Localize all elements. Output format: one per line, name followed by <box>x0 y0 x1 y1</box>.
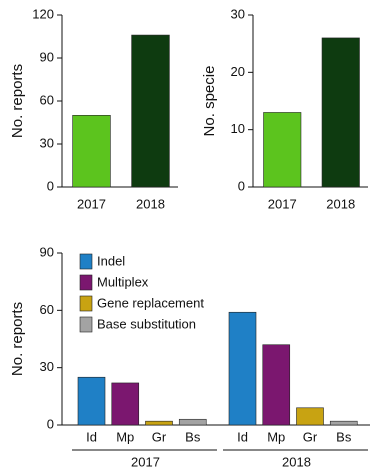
x-tick-label: 2017 <box>268 196 297 211</box>
bar <box>145 420 173 426</box>
bar <box>111 382 140 426</box>
bar <box>329 420 358 426</box>
x-tick-label: 2017 <box>77 196 106 211</box>
legend-swatch <box>79 253 93 270</box>
legend-label: Gene replacement <box>97 295 204 310</box>
bar <box>72 115 111 188</box>
y-tick-label: 0 <box>47 178 54 193</box>
y-axis-label: No. specie <box>201 66 218 137</box>
x-tick-label: Bs <box>185 429 201 444</box>
bar <box>228 311 257 426</box>
legend-label: Indel <box>97 253 125 268</box>
bar <box>178 418 207 426</box>
y-tick-label: 90 <box>40 244 54 259</box>
x-tick-label: Gr <box>303 429 318 444</box>
bar <box>263 112 302 188</box>
y-axis-label: No. reports <box>9 302 26 376</box>
y-tick-label: 30 <box>40 359 54 374</box>
y-tick-label: 0 <box>238 178 245 193</box>
x-tick-label: Id <box>237 429 248 444</box>
legend-label: Multiplex <box>97 274 149 289</box>
x-tick-label: Gr <box>152 429 167 444</box>
x-tick-label: 2018 <box>136 196 165 211</box>
legend-swatch <box>79 274 93 291</box>
group-label: 2018 <box>282 454 311 469</box>
x-tick-label: Mp <box>267 429 285 444</box>
bar <box>321 37 360 188</box>
x-tick-label: Bs <box>336 429 352 444</box>
x-tick-label: Mp <box>116 429 134 444</box>
legend-label: Base substitution <box>97 316 196 331</box>
legend-swatch <box>79 316 93 333</box>
y-tick-label: 0 <box>47 416 54 431</box>
bar <box>131 34 170 188</box>
bar <box>77 376 106 426</box>
legend-swatch <box>79 295 93 312</box>
x-tick-label: 2018 <box>326 196 355 211</box>
y-tick-label: 20 <box>231 64 245 79</box>
y-tick-label: 30 <box>40 135 54 150</box>
y-tick-label: 10 <box>231 121 245 136</box>
bar <box>296 407 324 426</box>
y-tick-label: 90 <box>40 49 54 64</box>
y-tick-label: 120 <box>32 6 54 21</box>
y-tick-label: 30 <box>231 6 245 21</box>
bar <box>262 344 291 426</box>
y-tick-label: 60 <box>40 302 54 317</box>
y-tick-label: 60 <box>40 92 54 107</box>
x-tick-label: Id <box>86 429 97 444</box>
y-axis-label: No. reports <box>9 64 26 138</box>
group-label: 2017 <box>131 454 160 469</box>
